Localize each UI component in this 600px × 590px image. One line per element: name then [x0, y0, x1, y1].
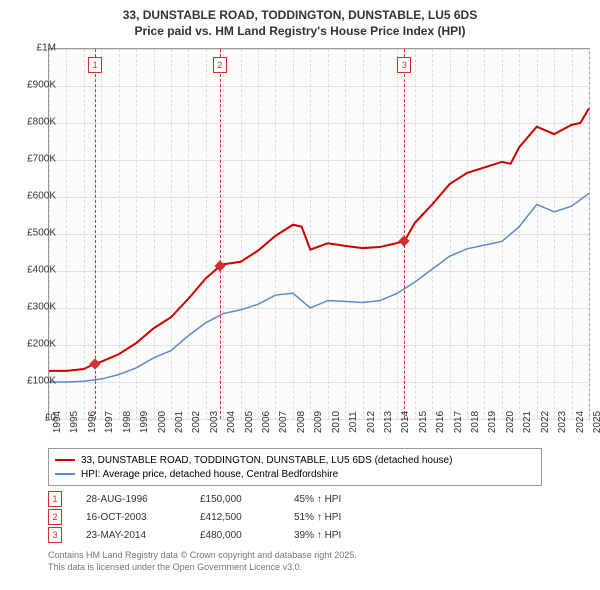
footer-line-2: This data is licensed under the Open Gov… [48, 562, 357, 574]
x-tick-label: 2013 [383, 411, 394, 433]
sale-vertical-line [404, 49, 405, 419]
y-tick-label: £400K [27, 265, 56, 276]
y-tick-label: £1M [37, 43, 56, 54]
sale-index-box: 1 [48, 491, 62, 507]
sales-table: 1 28-AUG-1996 £150,000 45% ↑ HPI 2 16-OCT-200… [48, 490, 374, 544]
x-tick-label: 2022 [540, 411, 551, 433]
sale-table-row: 3 23-MAY-2014 £480,000 39% ↑ HPI [48, 526, 374, 544]
legend-swatch [55, 459, 75, 461]
x-tick-label: 2014 [400, 411, 411, 433]
footer-line-1: Contains HM Land Registry data © Crown c… [48, 550, 357, 562]
x-tick-label: 2005 [244, 411, 255, 433]
x-tick-label: 2023 [557, 411, 568, 433]
y-tick-label: £100K [27, 376, 56, 387]
legend-item: 33, DUNSTABLE ROAD, TODDINGTON, DUNSTABL… [55, 453, 535, 467]
title-line-1: 33, DUNSTABLE ROAD, TODDINGTON, DUNSTABL… [0, 8, 600, 24]
x-tick-label: 2006 [261, 411, 272, 433]
x-tick-label: 2004 [226, 411, 237, 433]
chart-title: 33, DUNSTABLE ROAD, TODDINGTON, DUNSTABL… [0, 0, 600, 39]
sale-hpi-delta: 45% ↑ HPI [294, 494, 374, 505]
x-tick-label: 2010 [331, 411, 342, 433]
y-tick-label: £700K [27, 154, 56, 165]
series-hpi [49, 193, 589, 382]
legend: 33, DUNSTABLE ROAD, TODDINGTON, DUNSTABL… [48, 448, 542, 486]
plot-area: 1 2 3 [48, 48, 590, 420]
sale-table-row: 2 16-OCT-2003 £412,500 51% ↑ HPI [48, 508, 374, 526]
x-tick-label: 2001 [174, 411, 185, 433]
sale-date: 16-OCT-2003 [86, 512, 176, 523]
x-tick-label: 2019 [487, 411, 498, 433]
sale-price: £480,000 [200, 530, 270, 541]
title-line-2: Price paid vs. HM Land Registry's House … [0, 24, 600, 40]
x-tick-label: 2024 [575, 411, 586, 433]
y-tick-label: £500K [27, 228, 56, 239]
legend-swatch [55, 473, 75, 475]
x-tick-label: 2021 [522, 411, 533, 433]
sale-marker-box: 1 [88, 57, 102, 73]
x-tick-label: 1999 [139, 411, 150, 433]
x-tick-label: 1997 [104, 411, 115, 433]
x-tick-label: 2018 [470, 411, 481, 433]
sale-hpi-delta: 51% ↑ HPI [294, 512, 374, 523]
sale-index-box: 3 [48, 527, 62, 543]
x-tick-label: 2000 [157, 411, 168, 433]
sale-date: 28-AUG-1996 [86, 494, 176, 505]
legend-item: HPI: Average price, detached house, Cent… [55, 467, 535, 481]
series-property [49, 108, 589, 371]
y-tick-label: £200K [27, 339, 56, 350]
sale-table-row: 1 28-AUG-1996 £150,000 45% ↑ HPI [48, 490, 374, 508]
sale-marker-box: 2 [213, 57, 227, 73]
x-tick-label: 2012 [366, 411, 377, 433]
sale-price: £412,500 [200, 512, 270, 523]
sale-date: 23-MAY-2014 [86, 530, 176, 541]
x-tick-label: 2011 [348, 411, 359, 433]
x-tick-label: 2020 [505, 411, 516, 433]
y-tick-label: £800K [27, 117, 56, 128]
x-tick-label: 2009 [313, 411, 324, 433]
sale-price: £150,000 [200, 494, 270, 505]
sale-hpi-delta: 39% ↑ HPI [294, 530, 374, 541]
x-tick-label: 2025 [592, 411, 600, 433]
legend-label: HPI: Average price, detached house, Cent… [81, 469, 338, 480]
x-tick-label: 1995 [69, 411, 80, 433]
x-tick-label: 2008 [296, 411, 307, 433]
x-tick-label: 2007 [278, 411, 289, 433]
x-tick-label: 2002 [191, 411, 202, 433]
sale-index-box: 2 [48, 509, 62, 525]
x-tick-label: 1998 [122, 411, 133, 433]
footer-attribution: Contains HM Land Registry data © Crown c… [48, 550, 357, 573]
gridline-v [589, 49, 590, 419]
x-tick-label: 2015 [418, 411, 429, 433]
y-tick-label: £600K [27, 191, 56, 202]
x-tick-label: 1994 [52, 411, 63, 433]
x-tick-label: 1996 [87, 411, 98, 433]
x-tick-label: 2016 [435, 411, 446, 433]
sale-vertical-line [220, 49, 221, 419]
x-tick-label: 2017 [453, 411, 464, 433]
y-tick-label: £900K [27, 80, 56, 91]
legend-label: 33, DUNSTABLE ROAD, TODDINGTON, DUNSTABL… [81, 455, 452, 466]
y-tick-label: £300K [27, 302, 56, 313]
chart-container: 33, DUNSTABLE ROAD, TODDINGTON, DUNSTABL… [0, 0, 600, 590]
x-tick-label: 2003 [209, 411, 220, 433]
line-series [49, 49, 589, 419]
sale-marker-box: 3 [397, 57, 411, 73]
